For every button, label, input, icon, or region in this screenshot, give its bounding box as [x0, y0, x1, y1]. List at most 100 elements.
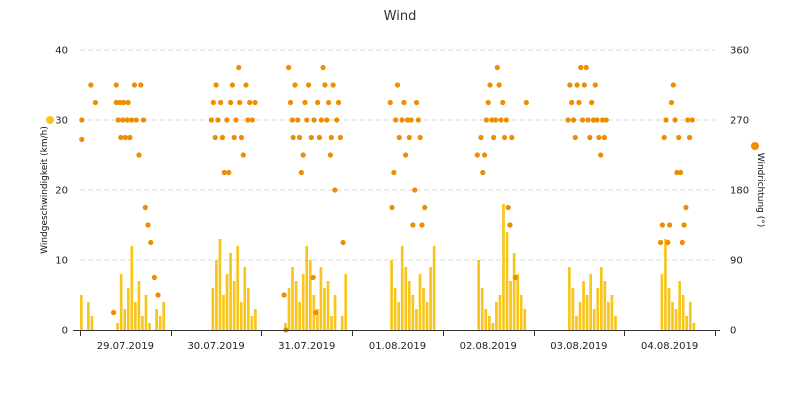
direction-point: [215, 117, 221, 123]
direction-point: [324, 117, 330, 123]
speed-bar: [254, 309, 257, 330]
speed-bar: [229, 253, 232, 330]
direction-point: [572, 134, 578, 141]
speed-bar: [333, 295, 337, 330]
direction-point: [412, 187, 418, 193]
right-tick-label: 360: [730, 46, 749, 57]
direction-point: [567, 82, 573, 88]
speed-bar: [491, 323, 495, 330]
direction-point: [334, 117, 340, 123]
direction-point: [306, 82, 312, 88]
direction-point: [393, 117, 399, 123]
direction-point: [249, 117, 255, 123]
direction-point: [125, 99, 131, 106]
direction-point: [131, 82, 138, 88]
direction-point: [328, 134, 334, 141]
direction-point: [340, 239, 346, 246]
left-tick-label: 40: [55, 46, 68, 57]
speed-bar: [571, 288, 575, 330]
direction-point: [302, 99, 308, 106]
direction-point: [485, 99, 491, 106]
direction-point: [496, 82, 502, 88]
speed-bar: [126, 288, 130, 330]
left-tick-label: 20: [55, 186, 68, 197]
direction-point: [419, 222, 425, 228]
speed-bar: [667, 288, 671, 330]
speed-bar: [323, 288, 326, 330]
speed-bar: [678, 281, 681, 330]
speed-bar: [158, 316, 162, 330]
speed-bar: [301, 274, 305, 330]
direction-point: [300, 152, 306, 158]
speed-bar: [596, 288, 600, 330]
left-tick-label: 10: [55, 256, 68, 267]
direction-point: [687, 134, 693, 141]
direction-point: [243, 82, 249, 88]
direction-point: [318, 117, 324, 123]
direction-point: [335, 99, 342, 106]
direction-point: [579, 117, 586, 123]
direction-point: [226, 169, 232, 176]
direction-point: [129, 117, 135, 123]
speed-bar: [90, 316, 94, 330]
speed-bar: [319, 267, 323, 330]
speed-bar: [418, 274, 422, 330]
speed-bar: [480, 288, 484, 330]
direction-point: [592, 82, 598, 88]
direction-point: [415, 117, 421, 123]
speed-bar: [603, 281, 607, 330]
direction-point: [391, 169, 397, 176]
right-axis-title: Windrichtung (°): [755, 153, 765, 228]
direction-point: [231, 134, 237, 141]
direction-point: [118, 134, 124, 141]
direction-point: [500, 99, 506, 106]
direction-point: [316, 134, 323, 141]
direction-point: [491, 134, 497, 141]
direction-point: [578, 64, 584, 71]
direction-point: [127, 134, 133, 141]
speed-bar: [247, 288, 250, 330]
speed-bar: [599, 267, 603, 330]
speed-bar: [134, 302, 137, 330]
direction-point: [140, 117, 147, 123]
direction-point: [422, 204, 428, 211]
direction-point: [489, 117, 495, 123]
speed-bar: [519, 295, 523, 330]
axes: 0 0 10 90 20 180 30 270 40 360 29.07.2019 30.07.201…: [55, 46, 749, 353]
direction-point: [480, 169, 486, 176]
speed-bar: [685, 316, 689, 330]
speed-bar: [585, 295, 589, 330]
direction-point: [674, 169, 680, 176]
speed-bar: [400, 246, 404, 330]
direction-point: [590, 117, 597, 123]
direction-point: [410, 222, 416, 228]
direction-point: [233, 117, 239, 123]
speed-bar: [502, 204, 505, 330]
direction-point: [322, 82, 328, 88]
direction-point: [310, 274, 316, 281]
direction-point: [313, 309, 319, 316]
speed-bars: [80, 204, 696, 330]
direction-point: [587, 134, 593, 141]
speed-bar: [119, 274, 123, 330]
direction-point: [213, 82, 219, 88]
speed-bar: [155, 309, 158, 330]
right-tick-label: 90: [730, 256, 743, 267]
speed-bar: [512, 253, 516, 330]
right-axis-title-group: Windrichtung (°): [755, 153, 765, 228]
speed-bar: [284, 323, 287, 330]
speed-bar: [610, 295, 614, 330]
direction-point: [148, 239, 154, 246]
speed-bar: [578, 302, 582, 330]
direction-point: [79, 117, 85, 123]
speed-bar: [215, 260, 218, 330]
direction-point: [227, 99, 234, 106]
right-tick-label: 180: [730, 186, 749, 197]
speed-bar: [294, 281, 298, 330]
direction-point: [394, 82, 401, 88]
speed-bar: [239, 302, 243, 330]
speed-bar: [432, 246, 436, 330]
direction-point: [585, 117, 591, 123]
direction-point: [487, 82, 493, 88]
